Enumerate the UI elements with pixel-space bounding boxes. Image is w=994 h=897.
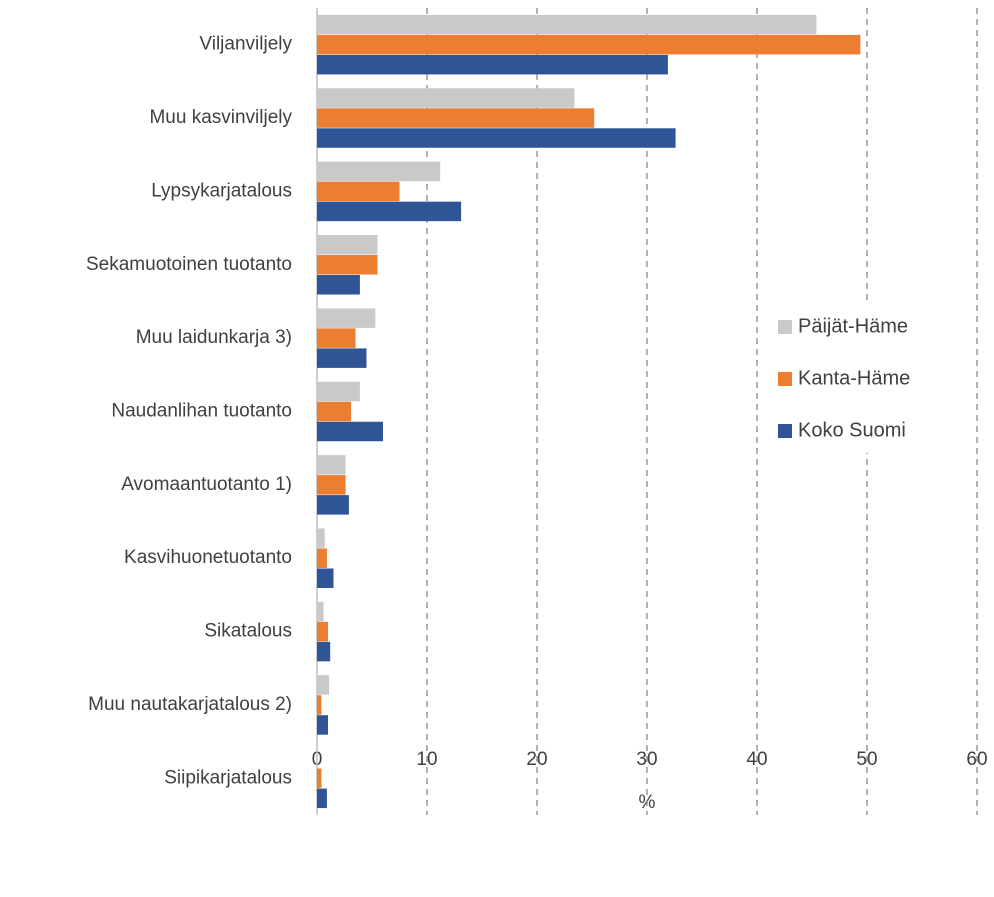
y-tick-label: Muu kasvinviljely xyxy=(149,107,292,128)
bar xyxy=(317,128,676,148)
legend-label: Kanta-Häme xyxy=(798,367,910,389)
bar xyxy=(317,34,861,55)
bar xyxy=(317,201,462,222)
bar xyxy=(317,421,383,442)
bar xyxy=(317,88,575,108)
bar xyxy=(317,108,595,128)
y-tick-label: Sikatalous xyxy=(204,621,292,642)
bar xyxy=(317,475,346,495)
y-tick-label: Muu laidunkarja 3) xyxy=(136,327,292,348)
y-tick-label: Sekamuotoinen tuotanto xyxy=(86,254,292,275)
bar xyxy=(317,235,378,255)
bar xyxy=(317,455,346,475)
bar xyxy=(317,788,327,809)
bar xyxy=(317,495,349,515)
bar xyxy=(317,768,322,789)
bar xyxy=(317,548,327,568)
bar xyxy=(317,695,322,715)
bar xyxy=(317,381,360,402)
y-tick-label: Siipikarjatalous xyxy=(164,767,292,788)
bar xyxy=(317,568,334,588)
bar xyxy=(317,181,400,202)
bar xyxy=(317,621,328,642)
bar xyxy=(317,641,331,662)
y-tick-label: Viljanviljely xyxy=(199,34,292,55)
bar xyxy=(317,328,356,348)
y-tick-label: Muu nautakarjatalous 2) xyxy=(88,694,292,715)
bar xyxy=(317,528,325,548)
legend-swatch xyxy=(778,320,792,334)
legend-background xyxy=(768,305,948,453)
legend-swatch xyxy=(778,372,792,386)
bar xyxy=(317,275,360,295)
bar xyxy=(317,308,376,328)
bar xyxy=(317,601,324,622)
bar xyxy=(317,54,668,75)
legend-label: Päijät-Häme xyxy=(798,315,908,337)
y-tick-label: Avomaantuotanto 1) xyxy=(121,474,292,495)
y-tick-label: Lypsykarjatalous xyxy=(151,180,292,201)
bar xyxy=(317,675,330,695)
bar xyxy=(317,255,378,275)
legend-swatch xyxy=(778,424,792,438)
y-tick-label: Kasvihuonetuotanto xyxy=(124,547,292,568)
bar xyxy=(317,715,328,735)
bar xyxy=(317,14,817,35)
y-tick-label: Naudanlihan tuotanto xyxy=(111,401,292,422)
bar xyxy=(317,401,352,422)
bar xyxy=(317,161,441,182)
bar xyxy=(317,348,367,368)
legend-label: Koko Suomi xyxy=(798,419,906,441)
